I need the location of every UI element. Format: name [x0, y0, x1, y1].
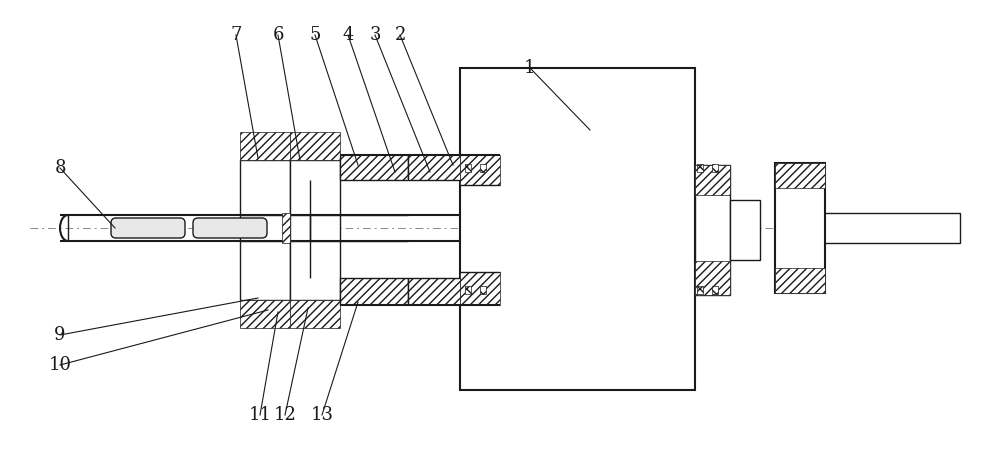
Bar	[282, 213, 290, 243]
Bar	[775, 163, 825, 293]
Text: 3: 3	[369, 26, 381, 44]
Polygon shape	[408, 155, 460, 180]
Bar	[465, 286, 471, 294]
Polygon shape	[290, 300, 340, 328]
FancyBboxPatch shape	[111, 218, 185, 238]
Polygon shape	[460, 155, 500, 185]
Bar	[465, 164, 471, 172]
Bar	[695, 165, 730, 295]
Bar	[697, 286, 703, 294]
Text: 12: 12	[274, 406, 296, 424]
Bar	[712, 286, 718, 294]
Bar	[712, 164, 718, 172]
Text: 11: 11	[248, 406, 272, 424]
Polygon shape	[460, 272, 500, 305]
Polygon shape	[340, 155, 408, 180]
Bar	[240, 160, 290, 300]
Bar	[480, 286, 486, 294]
Text: 2: 2	[394, 26, 406, 44]
Text: 13: 13	[310, 406, 334, 424]
Text: 7: 7	[230, 26, 242, 44]
Polygon shape	[775, 268, 825, 293]
Polygon shape	[240, 132, 290, 160]
Text: 6: 6	[272, 26, 284, 44]
Bar	[697, 164, 703, 172]
Text: 4: 4	[342, 26, 354, 44]
Bar	[460, 68, 695, 390]
Text: 9: 9	[54, 326, 66, 344]
FancyBboxPatch shape	[193, 218, 267, 238]
Bar	[290, 160, 340, 300]
Bar	[810, 213, 960, 243]
Polygon shape	[408, 278, 460, 305]
Polygon shape	[340, 278, 408, 305]
Bar	[730, 200, 760, 260]
Text: 8: 8	[54, 159, 66, 177]
Text: 10: 10	[48, 356, 72, 374]
Polygon shape	[695, 261, 730, 295]
Polygon shape	[775, 163, 825, 188]
Text: 5: 5	[309, 26, 321, 44]
Text: 1: 1	[524, 59, 536, 77]
Polygon shape	[695, 165, 730, 195]
Bar	[480, 164, 486, 172]
Polygon shape	[290, 132, 340, 160]
Polygon shape	[240, 300, 290, 328]
